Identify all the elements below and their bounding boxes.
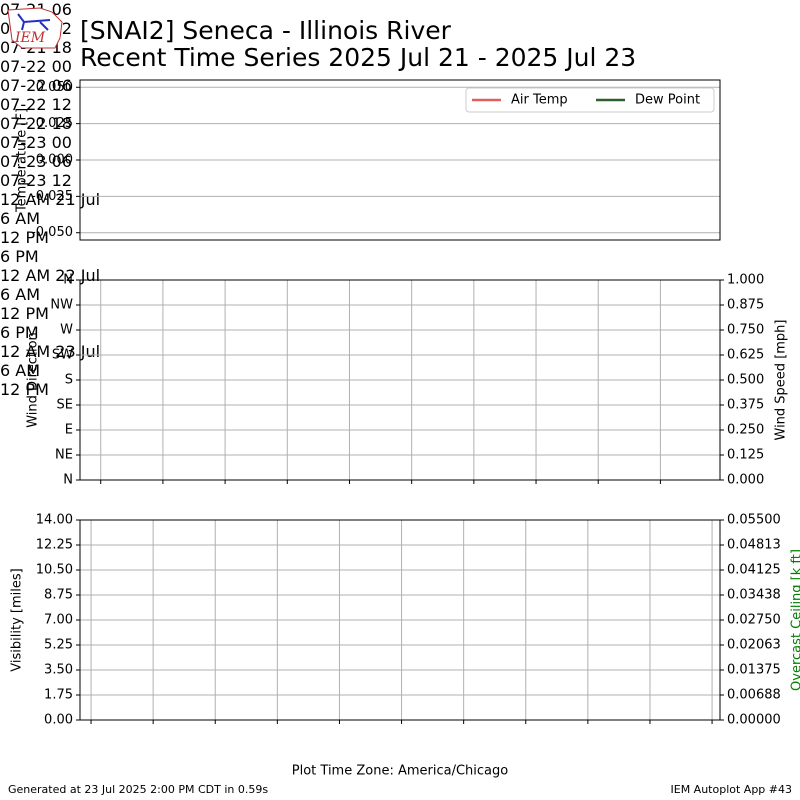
x-tick-label: 07-22 18 <box>0 114 72 133</box>
y2-axis-label: Wind Speed [mph] <box>774 320 789 441</box>
x-tick-label: 12 PM <box>0 380 49 399</box>
y-tick-label: 14.00 <box>36 513 73 528</box>
plot-frame <box>79 519 721 721</box>
y-axis-label: Wind Direction <box>26 332 41 428</box>
y-axis-label: Temperature [F] <box>15 108 30 213</box>
y-tick-label: 7.00 <box>44 613 73 628</box>
y2-tick-label: 0.250 <box>727 423 764 438</box>
plot-frame <box>79 79 721 241</box>
y-tick-label: S <box>65 373 73 388</box>
y2-axis-label: Overcast Ceiling [k ft] <box>790 549 800 691</box>
x-tick-label: 07-23 00 <box>0 133 72 152</box>
y-tick-label: N <box>63 473 73 488</box>
y2-tick-label: 0.625 <box>727 348 764 363</box>
x-tick-label: 12 PM <box>0 228 49 247</box>
y2-tick-label: 0.500 <box>727 373 764 388</box>
y-tick-label: NW <box>50 298 73 313</box>
y2-tick-label: 0.00000 <box>727 713 781 728</box>
plot-frame <box>79 279 721 481</box>
y-tick-label: SW <box>52 348 73 363</box>
y-tick-label: 0.025 <box>36 116 73 131</box>
y2-tick-label: 0.875 <box>727 298 764 313</box>
footer-right: IEM Autoplot App #43 <box>671 783 793 796</box>
x-tick-label: 6 AM <box>0 361 41 380</box>
y-tick-label: N <box>63 273 73 288</box>
logo: IEM <box>7 7 63 49</box>
y2-tick-label: 0.750 <box>727 323 764 338</box>
title-line: Recent Time Series 2025 Jul 21 - 2025 Ju… <box>80 43 636 72</box>
y2-tick-label: 0.04813 <box>727 538 781 553</box>
y-tick-label: NE <box>55 448 73 463</box>
y-tick-label: SE <box>57 398 73 413</box>
y2-tick-label: 0.375 <box>727 398 764 413</box>
x-tick-label: 07-22 12 <box>0 95 72 114</box>
y-tick-label: W <box>60 323 73 338</box>
x-tick-label: 6 PM <box>0 247 39 266</box>
y-tick-label: -0.050 <box>31 225 73 240</box>
y2-tick-label: 0.125 <box>727 448 764 463</box>
y2-tick-label: 0.03438 <box>727 588 781 603</box>
y-tick-label: 3.50 <box>44 663 73 678</box>
x-axis-label: Plot Time Zone: America/Chicago <box>292 764 508 779</box>
y-tick-label: 8.75 <box>44 588 73 603</box>
y-tick-label: 5.25 <box>44 638 73 653</box>
y-tick-label: 1.75 <box>44 688 73 703</box>
y2-tick-label: 0.000 <box>727 473 764 488</box>
y-tick-label: 10.50 <box>36 563 73 578</box>
legend-label: Air Temp <box>511 93 568 108</box>
x-tick-label: 6 AM <box>0 285 41 304</box>
logo-lines <box>17 13 51 31</box>
legend-label: Dew Point <box>635 93 700 108</box>
x-tick-label: 12 PM <box>0 304 49 323</box>
title-line: [SNAI2] Seneca - Illinois River <box>80 16 452 45</box>
x-tick-label: 07-22 00 <box>0 57 72 76</box>
y-tick-label: 0.050 <box>36 80 73 95</box>
x-tick-label: 6 PM <box>0 323 39 342</box>
y2-tick-label: 1.000 <box>727 273 764 288</box>
legend-frame <box>465 87 715 113</box>
y2-tick-label: 0.02063 <box>727 638 781 653</box>
x-tick-label: 07-23 12 <box>0 171 72 190</box>
x-tick-label: 6 AM <box>0 209 41 228</box>
y2-tick-label: 0.04125 <box>727 563 781 578</box>
x-tick-label: 12 AM 21 Jul <box>0 190 101 209</box>
y-tick-label: -0.025 <box>31 189 73 204</box>
y-axis-label: Visibility [miles] <box>10 568 25 671</box>
y-tick-label: 0.00 <box>44 713 73 728</box>
x-tick-label: 07-23 06 <box>0 152 72 171</box>
y2-tick-label: 0.01375 <box>727 663 781 678</box>
x-tick-label: 12 AM 23 Jul <box>0 342 101 361</box>
logo-text: IEM <box>14 30 46 46</box>
y-tick-label: 0.000 <box>36 153 73 168</box>
y2-tick-label: 0.02750 <box>727 613 781 628</box>
y-tick-label: E <box>65 423 73 438</box>
footer-left: Generated at 23 Jul 2025 2:00 PM CDT in … <box>8 783 268 796</box>
x-tick-label: 07-22 06 <box>0 76 72 95</box>
y2-tick-label: 0.00688 <box>727 688 781 703</box>
y2-tick-label: 0.05500 <box>727 513 781 528</box>
x-tick-label: 12 AM 22 Jul <box>0 266 101 285</box>
y-tick-label: 12.25 <box>36 538 73 553</box>
